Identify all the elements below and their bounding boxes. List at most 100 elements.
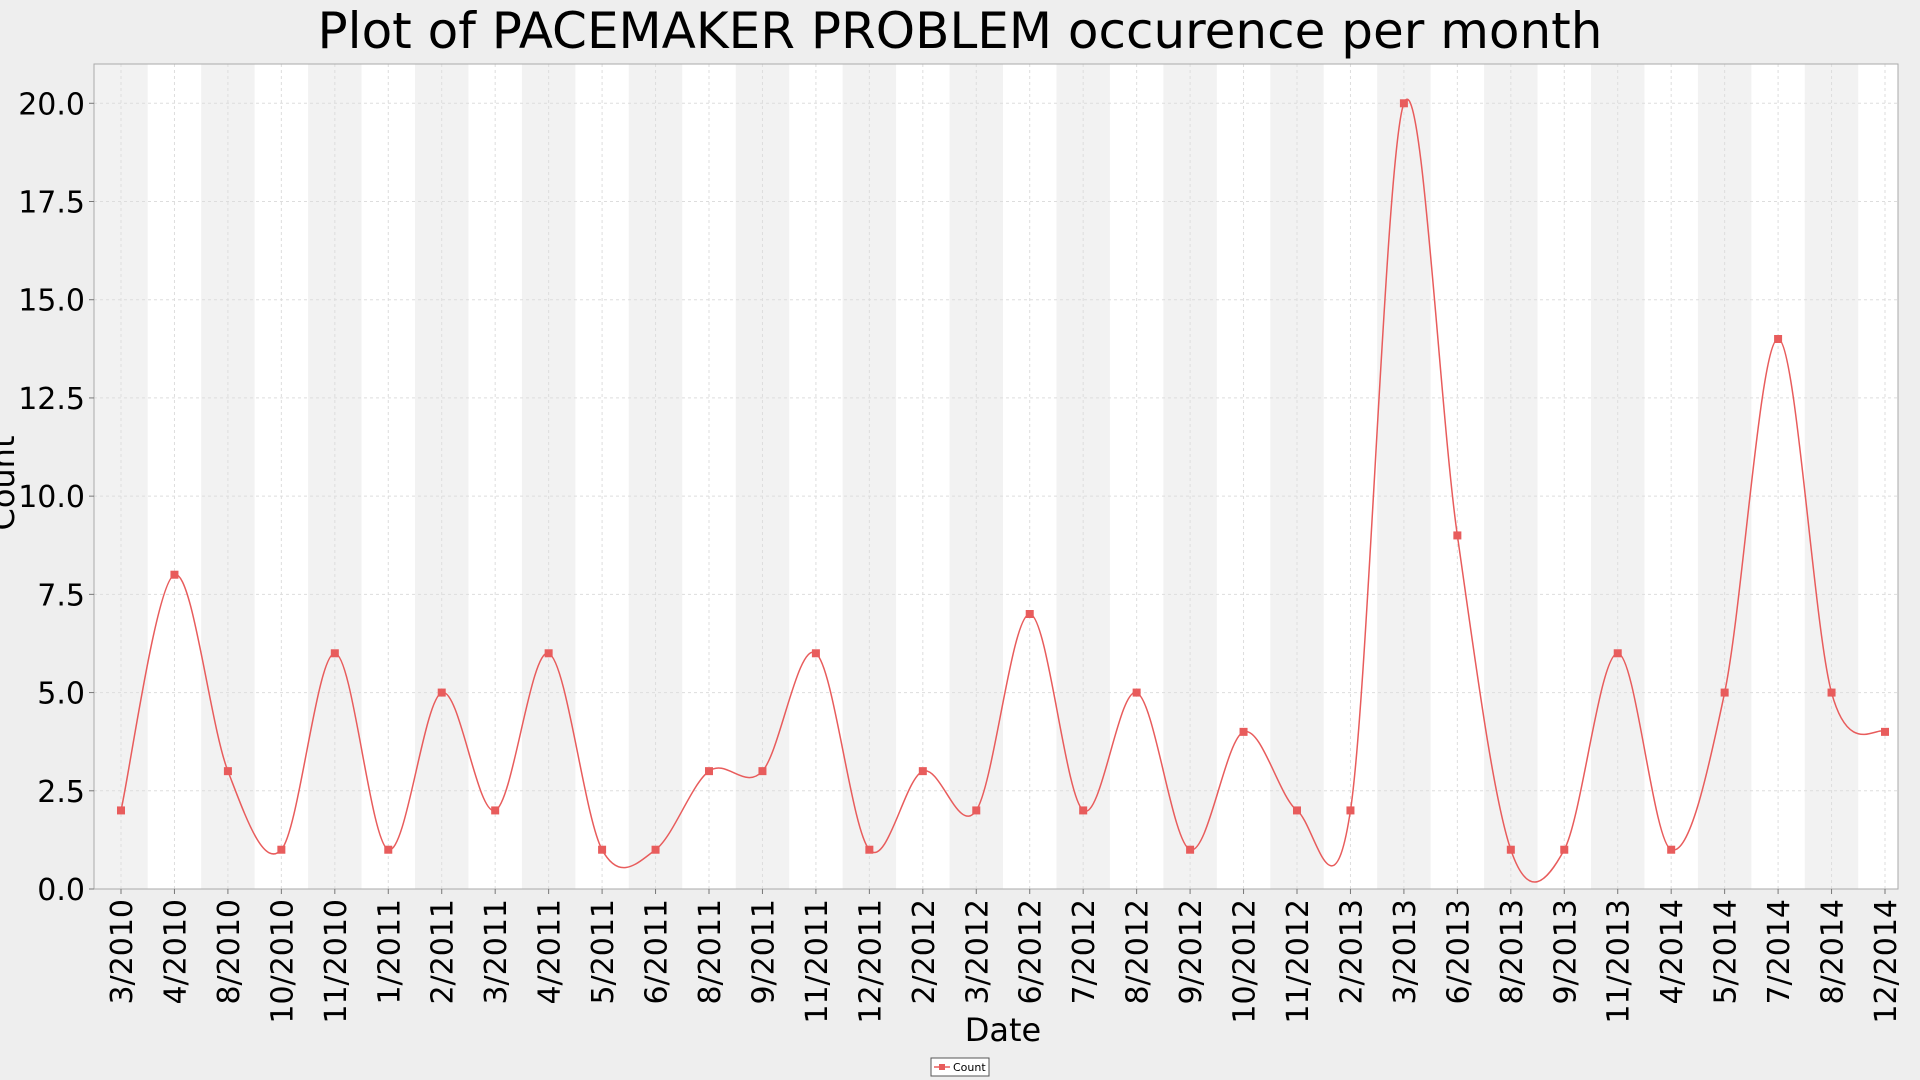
data-point bbox=[544, 649, 553, 658]
y-tick-label: 15.0 bbox=[18, 284, 85, 319]
category-band bbox=[94, 64, 148, 889]
data-point bbox=[1774, 335, 1783, 343]
x-tick-label: 7/2012 bbox=[1067, 899, 1102, 1005]
x-tick-label: 4/2011 bbox=[533, 899, 568, 1005]
x-tick-label: 9/2012 bbox=[1174, 899, 1209, 1005]
data-point bbox=[758, 767, 767, 776]
category-band bbox=[735, 64, 790, 889]
category-band bbox=[1804, 64, 1859, 889]
data-point bbox=[1720, 688, 1729, 697]
y-tick-label: 20.0 bbox=[18, 87, 85, 122]
data-point bbox=[170, 570, 179, 579]
y-tick-label: 12.5 bbox=[18, 382, 85, 417]
legend: Count bbox=[930, 1057, 990, 1077]
category-band bbox=[1377, 64, 1431, 889]
y-tick-label: 0.0 bbox=[37, 873, 85, 908]
category-band bbox=[1591, 64, 1645, 889]
x-tick-label: 8/2011 bbox=[693, 899, 728, 1005]
x-tick-label: 3/2013 bbox=[1388, 899, 1423, 1005]
x-tick-label: 4/2014 bbox=[1655, 899, 1690, 1005]
x-tick-label: 2/2012 bbox=[907, 899, 942, 1005]
data-point bbox=[1453, 531, 1462, 540]
data-point bbox=[1293, 806, 1301, 815]
data-point bbox=[1346, 806, 1355, 815]
y-tick-label: 7.5 bbox=[37, 578, 85, 613]
legend-label: Count bbox=[953, 1061, 986, 1074]
x-tick-label: 8/2013 bbox=[1495, 899, 1530, 1005]
data-point bbox=[1613, 649, 1622, 658]
data-point bbox=[918, 767, 927, 776]
x-tick-label: 9/2013 bbox=[1548, 899, 1583, 1005]
y-tick-label: 10.0 bbox=[18, 480, 85, 515]
data-point bbox=[1399, 99, 1408, 108]
data-point bbox=[223, 767, 232, 776]
category-band bbox=[521, 64, 576, 889]
category-band bbox=[201, 64, 255, 889]
data-point bbox=[865, 845, 874, 854]
data-point bbox=[1025, 610, 1034, 618]
x-tick-label: 10/2012 bbox=[1228, 899, 1263, 1024]
data-point bbox=[117, 806, 125, 815]
category-band bbox=[415, 64, 469, 889]
category-band bbox=[1056, 64, 1110, 889]
y-tick-label: 2.5 bbox=[37, 775, 85, 810]
x-tick-label: 11/2011 bbox=[800, 899, 835, 1024]
plot-border bbox=[93, 63, 1899, 890]
x-tick-label: 9/2011 bbox=[746, 899, 781, 1005]
x-tick-label: 3/2010 bbox=[105, 899, 140, 1005]
x-tick-label: 6/2011 bbox=[640, 899, 675, 1005]
x-axis-label: Date bbox=[965, 1011, 1041, 1049]
x-tick-label: 12/2014 bbox=[1869, 899, 1904, 1024]
x-tick-label: 5/2014 bbox=[1709, 899, 1744, 1005]
x-tick-label: 6/2013 bbox=[1441, 899, 1476, 1005]
x-tick-label: 8/2014 bbox=[1816, 899, 1851, 1005]
data-point bbox=[1186, 845, 1195, 854]
x-tick-label: 5/2011 bbox=[586, 899, 621, 1005]
x-tick-label: 2/2011 bbox=[426, 899, 461, 1005]
category-band bbox=[949, 64, 1003, 889]
x-tick-label: 7/2014 bbox=[1762, 899, 1797, 1005]
data-point bbox=[1827, 688, 1836, 697]
category-band bbox=[1163, 64, 1217, 889]
x-tick-label: 11/2010 bbox=[319, 899, 354, 1024]
legend-box bbox=[930, 1057, 990, 1077]
data-point bbox=[1667, 845, 1676, 854]
x-tick-label: 8/2012 bbox=[1121, 899, 1156, 1005]
data-point bbox=[1506, 845, 1515, 854]
data-point bbox=[972, 806, 981, 815]
data-point bbox=[384, 845, 393, 854]
data-point bbox=[598, 845, 607, 854]
x-tick-label: 12/2011 bbox=[853, 899, 888, 1024]
x-tick-label: 6/2012 bbox=[1014, 899, 1049, 1005]
category-band bbox=[628, 64, 683, 889]
category-band bbox=[1270, 64, 1324, 889]
plot-area: 0.0 2.5 5.0 7.5 10.0 12.5 15.0 17.5 20.0 3/2010 4/… bbox=[18, 63, 1904, 1024]
x-tick-label: 8/2010 bbox=[212, 899, 247, 1005]
data-point bbox=[1881, 727, 1889, 736]
data-point bbox=[811, 649, 820, 658]
x-tick-label: 3/2011 bbox=[479, 899, 514, 1005]
data-point bbox=[437, 688, 446, 697]
y-tick-label: 5.0 bbox=[37, 677, 85, 712]
y-axis-label: Count bbox=[0, 435, 22, 530]
category-band bbox=[842, 64, 897, 889]
data-point bbox=[491, 806, 500, 815]
data-point bbox=[1079, 806, 1088, 815]
x-tick-label: 1/2011 bbox=[372, 899, 407, 1005]
x-tick-label: 4/2010 bbox=[158, 899, 193, 1005]
x-tick-label: 11/2013 bbox=[1602, 899, 1637, 1024]
x-tick-label: 11/2012 bbox=[1281, 899, 1316, 1024]
chart-title: Plot of PACEMAKER PROBLEM occurence per … bbox=[318, 2, 1603, 60]
data-point bbox=[1239, 727, 1248, 736]
data-point bbox=[1560, 845, 1569, 854]
category-band bbox=[308, 64, 362, 889]
data-point bbox=[277, 845, 286, 854]
data-point bbox=[1132, 688, 1141, 697]
legend-marker bbox=[939, 1064, 945, 1070]
x-tick-label: 2/2013 bbox=[1334, 899, 1369, 1005]
category-band bbox=[1697, 64, 1752, 889]
x-tick-label: 3/2012 bbox=[960, 899, 995, 1005]
data-point bbox=[651, 845, 660, 854]
y-tick-label: 17.5 bbox=[18, 186, 85, 221]
